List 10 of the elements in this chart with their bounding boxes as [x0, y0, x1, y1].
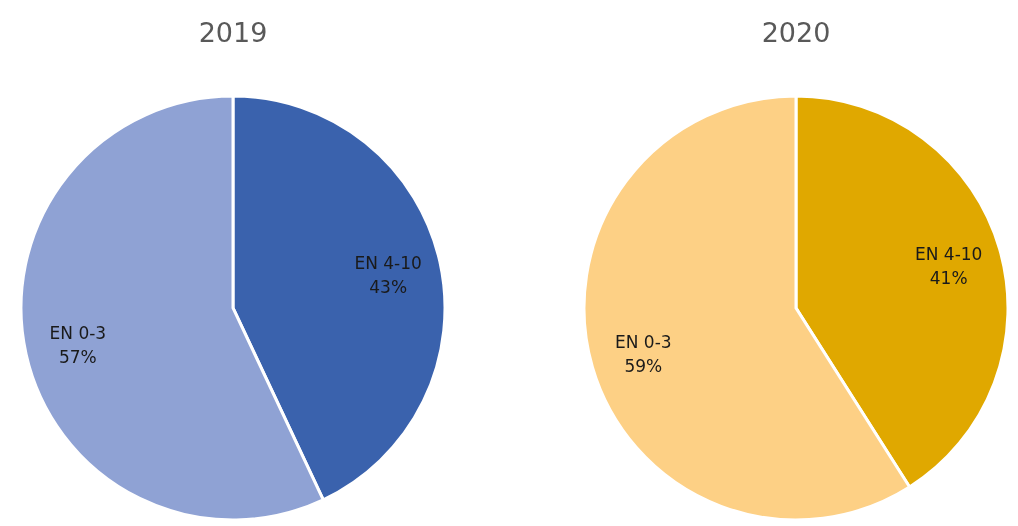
- chart-title: 2019: [198, 17, 268, 48]
- slice-label: EN 4-10: [914, 243, 983, 264]
- data-label: 43%: [369, 277, 408, 298]
- slice-label: EN 0-3: [49, 322, 107, 343]
- slice-label: EN 0-3: [614, 332, 672, 353]
- data-label: 57%: [58, 346, 97, 367]
- data-label: 59%: [624, 356, 663, 377]
- slice-label: EN 4-10: [354, 253, 422, 274]
- chart-title: 2020: [761, 17, 831, 48]
- data-label: 41%: [929, 267, 968, 288]
